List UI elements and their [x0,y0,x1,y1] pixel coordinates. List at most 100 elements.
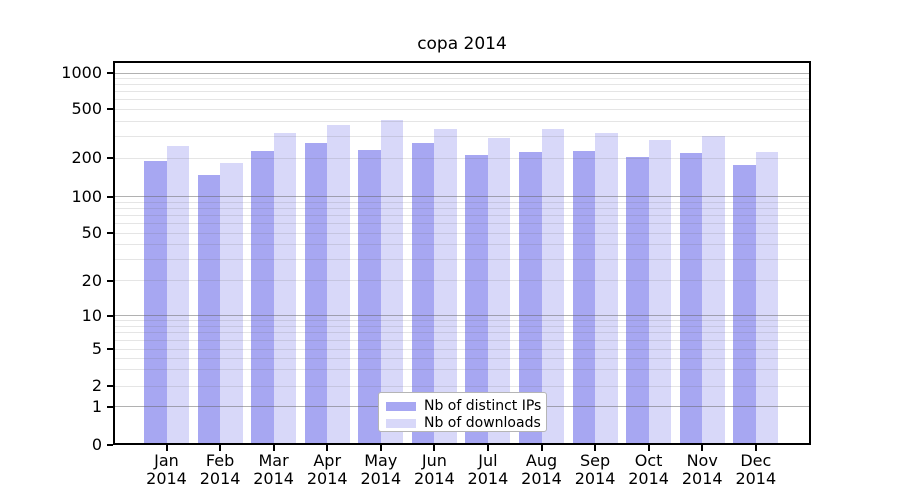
y-tick-label-0: 0 [91,435,102,454]
bar-downloads-sep [595,133,618,443]
y-tick-mark [107,195,113,198]
y-tick-mark [107,444,113,446]
y-tick-mark [107,72,113,75]
gridline-minor [115,339,809,341]
gridline-minor [115,332,809,334]
legend-label-downloads: Nb of downloads [424,415,541,431]
bar-distinct-ips-mar [251,151,274,443]
x-tick-mark [540,445,543,451]
x-tick-mark [219,445,222,451]
gridline-minor [115,232,809,234]
legend-swatch-ips [386,402,416,411]
y-tick-label-20: 20 [81,270,102,290]
bar-downloads-oct [648,139,672,443]
y-tick-label-1000: 1000 [61,63,102,83]
gridline-minor [115,259,809,260]
y-tick-label-200: 200 [71,148,102,168]
gridline-minor [115,136,809,138]
bar-downloads-jun [434,129,457,443]
y-tick-label-50: 50 [81,223,102,242]
x-tick-mark [754,445,757,451]
gridline-minor [115,108,809,110]
bar-downloads-aug [541,129,564,443]
gridline-major [115,72,809,74]
x-tick-mark [486,445,489,451]
x-tick-mark [165,445,168,451]
y-tick-mark [107,279,113,282]
gridline-minor [115,369,809,371]
y-tick-label-10: 10 [81,305,102,325]
y-tick-label-100: 100 [71,186,102,206]
bar-distinct-ips-jan [144,160,167,443]
gridline-minor [115,357,809,359]
y-tick-mark [107,348,113,350]
gridline-minor [115,84,809,86]
gridline-minor [115,78,809,80]
x-tick-label-sep: Sep 2014 [574,451,616,488]
gridline-minor [115,214,809,216]
y-tick-label-5: 5 [91,339,102,358]
bar-downloads-jul [487,138,511,443]
gridline-minor [115,244,809,246]
y-tick-label-500: 500 [71,99,102,119]
legend: Nb of distinct IPs Nb of downloads [378,392,547,432]
gridline-minor [115,207,809,209]
legend-swatch-downloads [386,419,416,428]
y-tick-mark [107,405,113,408]
bar-distinct-ips-apr [304,143,328,443]
x-tick-label-apr: Apr 2014 [306,451,348,488]
bar-distinct-ips-may [358,149,381,443]
y-tick-mark [107,232,113,234]
x-tick-label-jan: Jan 2014 [146,451,187,488]
x-tick-label-oct: Oct 2014 [628,451,669,488]
bar-downloads-may [380,119,404,443]
y-tick-label-2: 2 [91,376,102,395]
gridline-minor [115,280,809,281]
legend-label-ips: Nb of distinct IPs [424,398,542,414]
x-tick-mark [433,445,436,451]
gridline-major [115,195,809,198]
gridline-minor [115,91,809,93]
gridline-minor [115,99,809,101]
y-tick-mark [107,157,113,160]
x-tick-mark [326,445,329,451]
gridline-minor [115,157,809,159]
bar-downloads-mar [273,132,297,443]
x-tick-mark [379,445,382,451]
bar-distinct-ips-feb [197,175,221,443]
y-tick-mark [107,314,113,317]
bar-downloads-dec [755,152,779,443]
bar-downloads-nov [702,135,725,443]
gridline-minor [115,120,809,122]
x-tick-label-jun: Jun 2014 [414,451,455,488]
gridline-major [115,314,809,317]
bar-distinct-ips-jul [465,154,488,443]
bar-downloads-apr [327,125,350,443]
x-tick-label-feb: Feb 2014 [199,451,241,488]
x-tick-mark [701,445,704,451]
bar-downloads-feb [220,162,243,443]
bar-downloads-jan [166,145,189,443]
x-tick-mark [272,445,275,451]
gridline-minor [115,223,809,224]
x-tick-mark [647,445,650,451]
y-tick-mark [107,108,113,111]
x-tick-label-may: May 2014 [360,451,402,488]
bar-distinct-ips-dec [733,165,756,443]
x-tick-label-nov: Nov 2014 [681,451,723,488]
x-tick-mark [594,445,597,451]
y-tick-mark [107,385,113,387]
gridline-minor [115,320,809,322]
gridline-minor [115,201,809,203]
chart-title: copa 2014 [417,34,507,54]
bar-distinct-ips-oct [626,156,649,443]
bar-distinct-ips-aug [519,151,542,443]
x-tick-label-mar: Mar 2014 [253,451,294,488]
gridline-minor [115,348,809,350]
x-tick-label-jul: Jul 2014 [467,451,509,488]
bar-distinct-ips-sep [572,150,596,443]
x-tick-label-dec: Dec 2014 [735,451,777,488]
gridline-minor [115,385,809,387]
y-tick-label-1: 1 [91,396,102,416]
